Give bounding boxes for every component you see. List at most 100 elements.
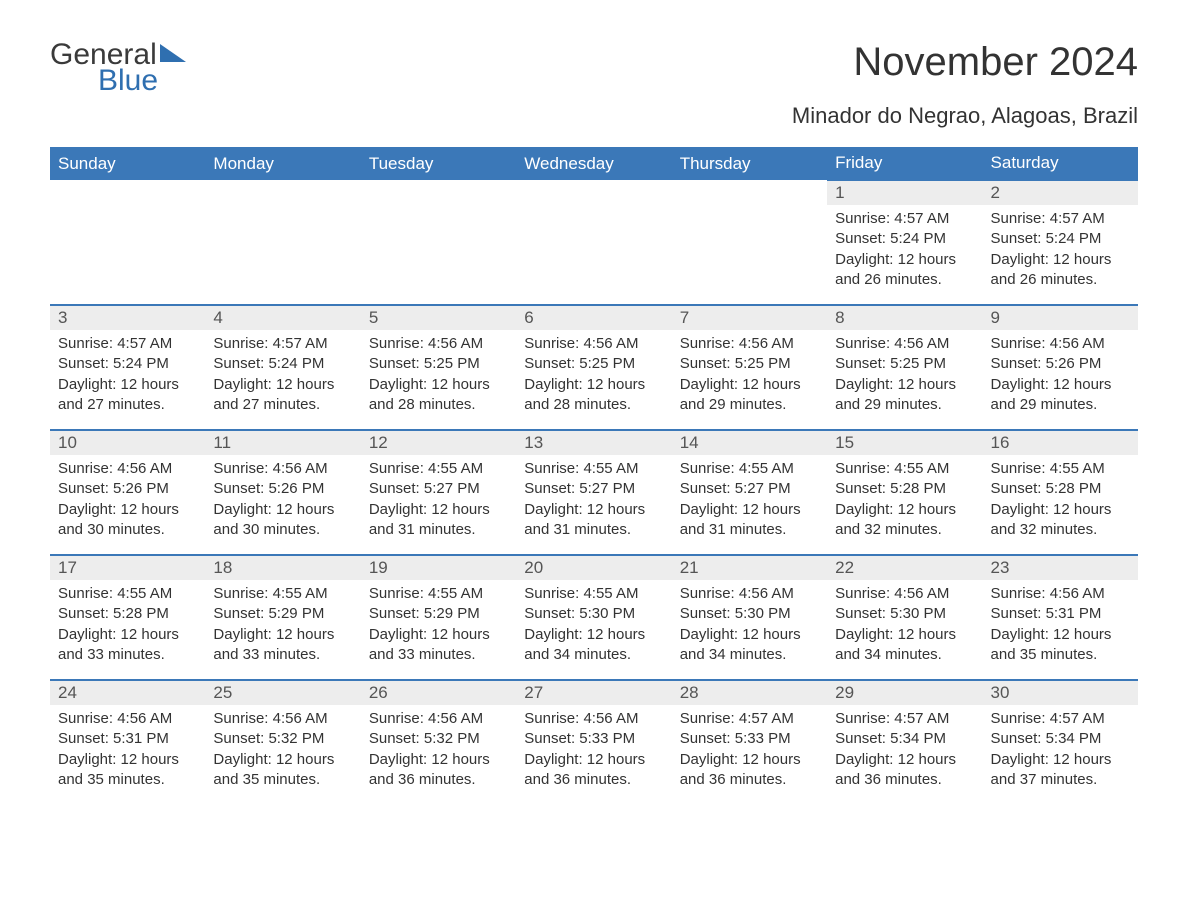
sunrise-line: Sunrise: 4:57 AM <box>58 334 197 354</box>
sunset-line: Sunset: 5:33 PM <box>524 729 663 749</box>
day-number-cell: 27 <box>516 680 671 705</box>
sunrise-line: Sunrise: 4:55 AM <box>835 459 974 479</box>
sunrise-line: Sunrise: 4:55 AM <box>58 584 197 604</box>
daylight-line: Daylight: 12 hours and 31 minutes. <box>524 500 663 541</box>
sunset-line: Sunset: 5:28 PM <box>835 479 974 499</box>
sunrise-line: Sunrise: 4:57 AM <box>991 709 1130 729</box>
day-body-cell <box>205 205 360 305</box>
sunrise-line: Sunrise: 4:55 AM <box>213 584 352 604</box>
sunset-line: Sunset: 5:24 PM <box>213 354 352 374</box>
daylight-line: Daylight: 12 hours and 27 minutes. <box>58 375 197 416</box>
sunrise-line: Sunrise: 4:56 AM <box>369 709 508 729</box>
daylight-line: Daylight: 12 hours and 34 minutes. <box>524 625 663 666</box>
daylight-line: Daylight: 12 hours and 36 minutes. <box>369 750 508 791</box>
daylight-line: Daylight: 12 hours and 33 minutes. <box>58 625 197 666</box>
day-body-cell: Sunrise: 4:56 AMSunset: 5:26 PMDaylight:… <box>50 455 205 555</box>
daylight-line: Daylight: 12 hours and 30 minutes. <box>58 500 197 541</box>
sunset-line: Sunset: 5:29 PM <box>213 604 352 624</box>
sunrise-line: Sunrise: 4:55 AM <box>524 584 663 604</box>
daylight-line: Daylight: 12 hours and 27 minutes. <box>213 375 352 416</box>
sunrise-line: Sunrise: 4:57 AM <box>680 709 819 729</box>
sunrise-line: Sunrise: 4:57 AM <box>835 709 974 729</box>
day-number-row: 24252627282930 <box>50 680 1138 705</box>
daylight-line: Daylight: 12 hours and 33 minutes. <box>369 625 508 666</box>
sunset-line: Sunset: 5:24 PM <box>991 229 1130 249</box>
sunset-line: Sunset: 5:28 PM <box>991 479 1130 499</box>
weekday-header: Tuesday <box>361 147 516 180</box>
day-number-cell: 21 <box>672 555 827 580</box>
day-number-row: 3456789 <box>50 305 1138 330</box>
month-title: November 2024 <box>792 40 1138 85</box>
day-number-cell: 13 <box>516 430 671 455</box>
day-body-cell: Sunrise: 4:55 AMSunset: 5:27 PMDaylight:… <box>672 455 827 555</box>
daylight-line: Daylight: 12 hours and 33 minutes. <box>213 625 352 666</box>
sunrise-line: Sunrise: 4:56 AM <box>835 584 974 604</box>
day-body-cell: Sunrise: 4:57 AMSunset: 5:34 PMDaylight:… <box>827 705 982 805</box>
sunset-line: Sunset: 5:30 PM <box>524 604 663 624</box>
sunrise-line: Sunrise: 4:57 AM <box>991 209 1130 229</box>
weekday-header: Friday <box>827 147 982 180</box>
day-number-cell: 26 <box>361 680 516 705</box>
weekday-header: Thursday <box>672 147 827 180</box>
sunset-line: Sunset: 5:26 PM <box>58 479 197 499</box>
day-number-row: 17181920212223 <box>50 555 1138 580</box>
sunset-line: Sunset: 5:24 PM <box>58 354 197 374</box>
day-body-cell: Sunrise: 4:57 AMSunset: 5:33 PMDaylight:… <box>672 705 827 805</box>
logo-text-block: General Blue <box>50 40 158 96</box>
daylight-line: Daylight: 12 hours and 28 minutes. <box>524 375 663 416</box>
day-number-cell: 22 <box>827 555 982 580</box>
day-number-row: 10111213141516 <box>50 430 1138 455</box>
sunrise-line: Sunrise: 4:55 AM <box>680 459 819 479</box>
day-number-cell: 6 <box>516 305 671 330</box>
day-body-row: Sunrise: 4:55 AMSunset: 5:28 PMDaylight:… <box>50 580 1138 680</box>
day-number-cell: 12 <box>361 430 516 455</box>
day-number-cell: 7 <box>672 305 827 330</box>
daylight-line: Daylight: 12 hours and 31 minutes. <box>680 500 819 541</box>
sunset-line: Sunset: 5:24 PM <box>835 229 974 249</box>
day-number-cell: 14 <box>672 430 827 455</box>
sunset-line: Sunset: 5:27 PM <box>524 479 663 499</box>
sunset-line: Sunset: 5:32 PM <box>213 729 352 749</box>
day-number-cell <box>50 180 205 205</box>
day-number-cell: 18 <box>205 555 360 580</box>
header: General Blue November 2024 Minador do Ne… <box>50 40 1138 129</box>
daylight-line: Daylight: 12 hours and 29 minutes. <box>680 375 819 416</box>
day-body-cell: Sunrise: 4:57 AMSunset: 5:34 PMDaylight:… <box>983 705 1138 805</box>
daylight-line: Daylight: 12 hours and 30 minutes. <box>213 500 352 541</box>
daylight-line: Daylight: 12 hours and 35 minutes. <box>213 750 352 791</box>
daylight-line: Daylight: 12 hours and 26 minutes. <box>991 250 1130 291</box>
day-body-cell: Sunrise: 4:57 AMSunset: 5:24 PMDaylight:… <box>827 205 982 305</box>
sunrise-line: Sunrise: 4:56 AM <box>369 334 508 354</box>
day-body-cell: Sunrise: 4:57 AMSunset: 5:24 PMDaylight:… <box>50 330 205 430</box>
daylight-line: Daylight: 12 hours and 37 minutes. <box>991 750 1130 791</box>
day-number-cell: 20 <box>516 555 671 580</box>
day-number-cell: 10 <box>50 430 205 455</box>
day-number-row: 12 <box>50 180 1138 205</box>
day-body-cell: Sunrise: 4:56 AMSunset: 5:32 PMDaylight:… <box>205 705 360 805</box>
day-number-cell <box>361 180 516 205</box>
daylight-line: Daylight: 12 hours and 34 minutes. <box>835 625 974 666</box>
day-number-cell: 5 <box>361 305 516 330</box>
day-number-cell: 28 <box>672 680 827 705</box>
sunrise-line: Sunrise: 4:56 AM <box>680 584 819 604</box>
sunrise-line: Sunrise: 4:56 AM <box>58 459 197 479</box>
day-number-cell: 3 <box>50 305 205 330</box>
day-number-cell: 15 <box>827 430 982 455</box>
day-body-cell: Sunrise: 4:56 AMSunset: 5:25 PMDaylight:… <box>672 330 827 430</box>
weekday-header: Saturday <box>983 147 1138 180</box>
sunrise-line: Sunrise: 4:55 AM <box>369 584 508 604</box>
day-number-cell <box>516 180 671 205</box>
sunset-line: Sunset: 5:34 PM <box>835 729 974 749</box>
day-body-cell: Sunrise: 4:55 AMSunset: 5:30 PMDaylight:… <box>516 580 671 680</box>
sunset-line: Sunset: 5:25 PM <box>524 354 663 374</box>
sunrise-line: Sunrise: 4:55 AM <box>524 459 663 479</box>
daylight-line: Daylight: 12 hours and 29 minutes. <box>835 375 974 416</box>
daylight-line: Daylight: 12 hours and 26 minutes. <box>835 250 974 291</box>
day-body-cell: Sunrise: 4:56 AMSunset: 5:32 PMDaylight:… <box>361 705 516 805</box>
day-body-cell <box>50 205 205 305</box>
sunset-line: Sunset: 5:29 PM <box>369 604 508 624</box>
title-block: November 2024 Minador do Negrao, Alagoas… <box>792 40 1138 129</box>
sunrise-line: Sunrise: 4:56 AM <box>213 709 352 729</box>
sunset-line: Sunset: 5:26 PM <box>213 479 352 499</box>
sunset-line: Sunset: 5:33 PM <box>680 729 819 749</box>
